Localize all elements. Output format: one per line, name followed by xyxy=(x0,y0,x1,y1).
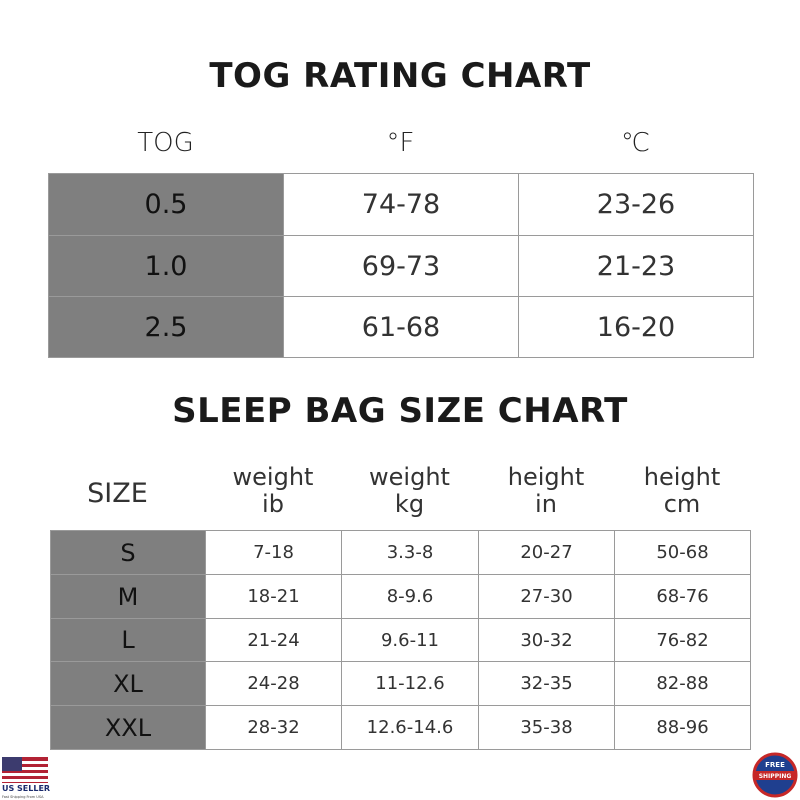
tog-header: ℃ xyxy=(620,128,651,158)
tog-header: °F xyxy=(386,128,415,158)
header-line: height xyxy=(643,463,721,491)
size-cell: 35-38 xyxy=(478,705,615,750)
header-line: cm xyxy=(663,490,701,518)
size-cell: 21-24 xyxy=(205,618,342,662)
header-line: in xyxy=(535,490,557,518)
tog-cell: 1.0 xyxy=(48,235,284,297)
tog-cell: 0.5 xyxy=(48,173,284,236)
tog-cell: 69-73 xyxy=(283,235,519,297)
size-cell: 12.6-14.6 xyxy=(341,705,479,750)
tog-cell: 21-23 xyxy=(518,235,754,297)
size-header: SIZE xyxy=(50,480,185,507)
size-cell: 3.3-8 xyxy=(341,530,479,575)
size-cell: 11-12.6 xyxy=(341,661,479,706)
size-cell: 50-68 xyxy=(614,530,751,575)
flag xyxy=(2,757,48,783)
header-line: weight xyxy=(232,463,314,491)
size-cell: 68-76 xyxy=(614,574,751,619)
size-cell: 88-96 xyxy=(614,705,751,750)
header-line: weight xyxy=(369,463,450,491)
tog-header: TOG xyxy=(137,128,194,158)
shipping-bottom: SHIPPING xyxy=(759,773,792,780)
tog-title: TOG RATING CHART xyxy=(209,56,591,96)
size-cell: XXL xyxy=(50,705,206,750)
us-seller-badge: US SELLER Fast Shipping From USA xyxy=(2,757,50,799)
size-cell: 28-32 xyxy=(205,705,342,750)
seller-note: Fast Shipping From USA xyxy=(2,795,44,799)
tog-cell: 74-78 xyxy=(283,173,519,236)
size-cell: S xyxy=(50,530,206,575)
size-cell: XL xyxy=(50,661,206,706)
size-cell: M xyxy=(50,574,206,619)
header-line: kg xyxy=(394,490,425,518)
size-cell: 24-28 xyxy=(205,661,342,706)
size-cell: L xyxy=(50,618,206,662)
size-header: weight kg xyxy=(341,464,478,518)
header-line: SIZE xyxy=(87,478,148,509)
size-cell: 9.6-11 xyxy=(341,618,479,662)
tog-cell: 2.5 xyxy=(48,296,284,358)
shipping-top: FREE xyxy=(765,761,785,769)
size-cell: 27-30 xyxy=(478,574,615,619)
size-cell: 76-82 xyxy=(614,618,751,662)
header-line: ib xyxy=(262,490,284,518)
size-title: SLEEP BAG SIZE CHART xyxy=(172,391,628,431)
header-line: height xyxy=(507,463,585,491)
size-cell: 18-21 xyxy=(205,574,342,619)
size-cell: 30-32 xyxy=(478,618,615,662)
size-header: height in xyxy=(478,464,614,518)
tog-cell: 16-20 xyxy=(518,296,754,358)
size-cell: 20-27 xyxy=(478,530,615,575)
tog-cell: 23-26 xyxy=(518,173,754,236)
size-header: weight ib xyxy=(205,464,341,518)
size-cell: 32-35 xyxy=(478,661,615,706)
size-cell: 7-18 xyxy=(205,530,342,575)
size-cell: 8-9.6 xyxy=(341,574,479,619)
size-cell: 82-88 xyxy=(614,661,751,706)
size-header: height cm xyxy=(614,464,750,518)
seller-label: US SELLER xyxy=(2,784,50,793)
free-shipping-badge: FREE SHIPPING xyxy=(752,752,798,798)
tog-cell: 61-68 xyxy=(283,296,519,358)
